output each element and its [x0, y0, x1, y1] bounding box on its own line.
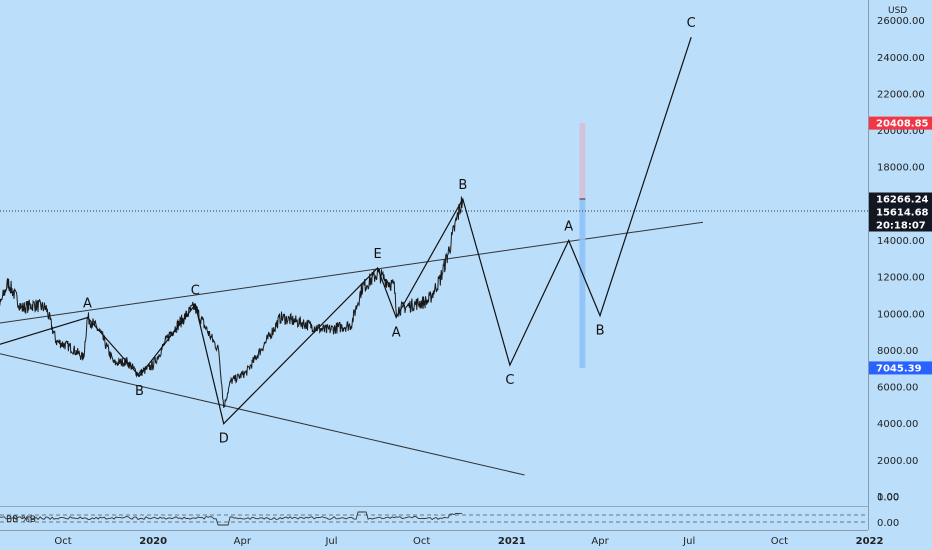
time-tick-label: Oct	[413, 536, 430, 547]
price-tick-label: 24000.00	[877, 53, 925, 64]
indicator-pane: BB %B	[0, 506, 868, 526]
price-tick-label: 8000.00	[877, 346, 918, 357]
wave-labels: A B C D E A B C A B C	[83, 16, 696, 447]
wave-label: D	[219, 432, 229, 447]
time-tick-label: Jul	[682, 536, 695, 547]
wave-label: B	[596, 324, 605, 339]
price-tick-label: 22000.00	[877, 89, 925, 100]
wave-label: A	[564, 220, 573, 235]
price-tick-label: 0.00	[877, 493, 899, 504]
time-tick-label: 2020	[139, 536, 167, 547]
price-tick-label: 20000.00	[877, 126, 925, 137]
price-label: 15614.68	[876, 208, 929, 219]
wave-label: B	[458, 178, 467, 193]
target-zone-lower	[579, 199, 586, 368]
target-box	[579, 123, 586, 368]
price-line	[0, 196, 464, 408]
price-label-box	[869, 192, 932, 206]
price-label-box	[869, 116, 932, 130]
price-tick-label: 18000.00	[877, 163, 925, 174]
time-tick-label: Apr	[591, 536, 609, 547]
price-tick-label: 2000.00	[877, 456, 918, 467]
time-tick-label: Oct	[771, 536, 788, 547]
price-tick-label: 4000.00	[877, 419, 918, 430]
time-tick-label: Oct	[54, 536, 71, 547]
indicator-axis: 1.00 0.00	[877, 492, 899, 529]
time-tick-label: Jul	[324, 536, 337, 547]
price-tick-label: 10000.00	[877, 309, 925, 320]
price-tick-label: 6000.00	[877, 383, 918, 394]
time-tick-label: 2021	[498, 536, 526, 547]
wave-label: A	[83, 296, 92, 311]
price-label: 20408.85	[876, 119, 929, 130]
wave-label: E	[373, 247, 381, 262]
price-label-box	[869, 361, 932, 375]
wave-label: A	[392, 325, 401, 340]
indicator-tick-label: 0.00	[877, 518, 899, 529]
price-label-box	[869, 205, 932, 219]
indicator-tick-label: 1.00	[877, 492, 899, 503]
wave-path	[0, 37, 692, 425]
countdown-box	[869, 218, 932, 232]
currency-label: USD	[888, 6, 907, 16]
price-axis[interactable]: USD 0.00 2000.00 4000.00 6000.00 8000.00 1000…	[868, 0, 925, 530]
target-zone-upper	[579, 123, 586, 200]
indicator-label[interactable]: BB %B	[6, 515, 36, 525]
wave-label: C	[505, 373, 514, 388]
time-tick-label: 2022	[856, 536, 884, 547]
wave-label: C	[191, 284, 200, 299]
trendline	[0, 221, 704, 324]
wave-label: C	[687, 16, 696, 31]
time-axis[interactable]: Oct 2020 Apr Jul Oct 2021 Apr Jul Oct 2022	[0, 530, 884, 548]
price-tick-label: 14000.00	[877, 236, 925, 247]
price-label: 7045.39	[876, 363, 922, 374]
countdown-label: 20:18:07	[876, 221, 926, 232]
price-tick-label: 26000.00	[877, 16, 925, 27]
wave-line	[0, 37, 692, 425]
indicator-line	[0, 511, 463, 526]
wave-label: B	[135, 384, 144, 399]
price-series	[0, 196, 464, 408]
price-labels: 20408.85 16266.24 15614.68 7045.39 20:18:07	[869, 116, 932, 375]
time-tick-label: Apr	[234, 536, 252, 547]
price-tick-label: 12000.00	[877, 273, 925, 284]
trendline	[0, 353, 525, 476]
price-label: 16266.24	[876, 195, 929, 206]
